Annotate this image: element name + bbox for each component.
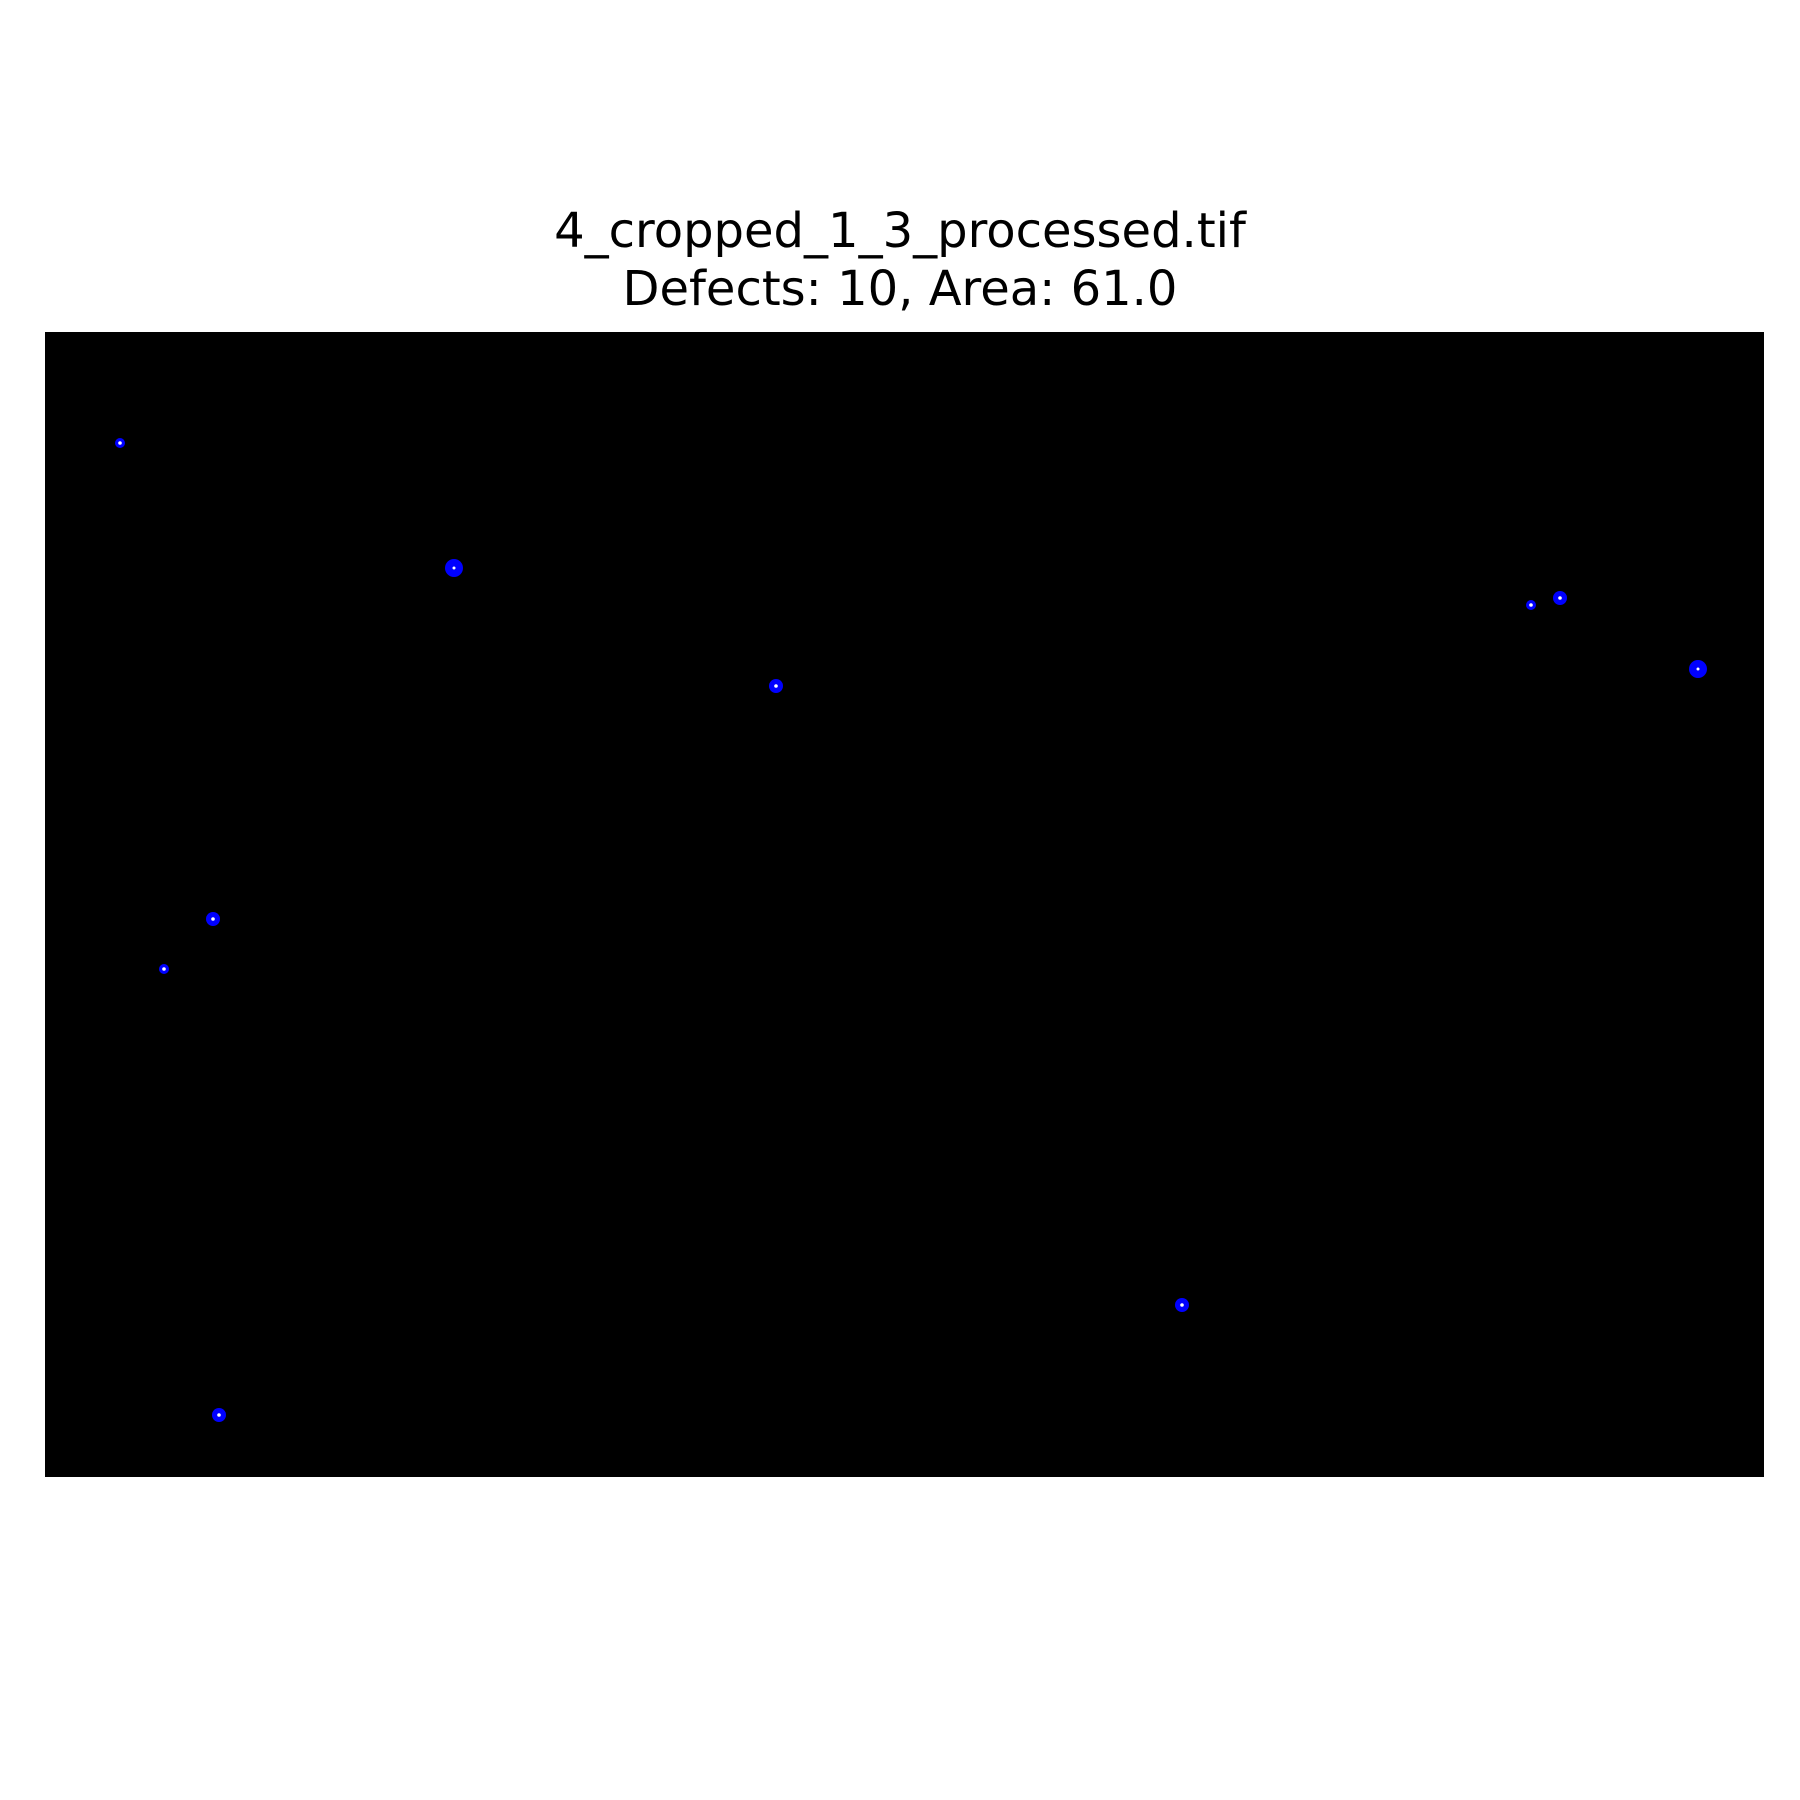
defect-marker: [206, 912, 220, 926]
defect-marker: [769, 679, 783, 693]
defect-marker: [1526, 600, 1536, 610]
defect-marker: [159, 964, 169, 974]
defect-marker: [1175, 1298, 1189, 1312]
figure-title-filename: 4_cropped_1_3_processed.tif: [554, 203, 1246, 259]
defect-marker: [212, 1408, 226, 1422]
defect-marker: [1689, 660, 1707, 678]
figure-title-summary: Defects: 10, Area: 61.0: [622, 261, 1178, 317]
defect-image: [45, 332, 1764, 1477]
defect-marker: [445, 559, 463, 577]
defect-overlay: [115, 438, 1707, 1422]
defect-marker: [115, 438, 125, 448]
defect-marker: [1553, 591, 1567, 605]
